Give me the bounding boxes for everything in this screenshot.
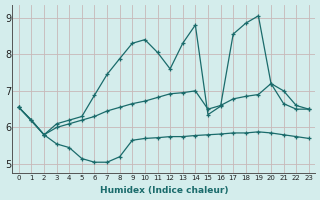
X-axis label: Humidex (Indice chaleur): Humidex (Indice chaleur)	[100, 186, 228, 195]
